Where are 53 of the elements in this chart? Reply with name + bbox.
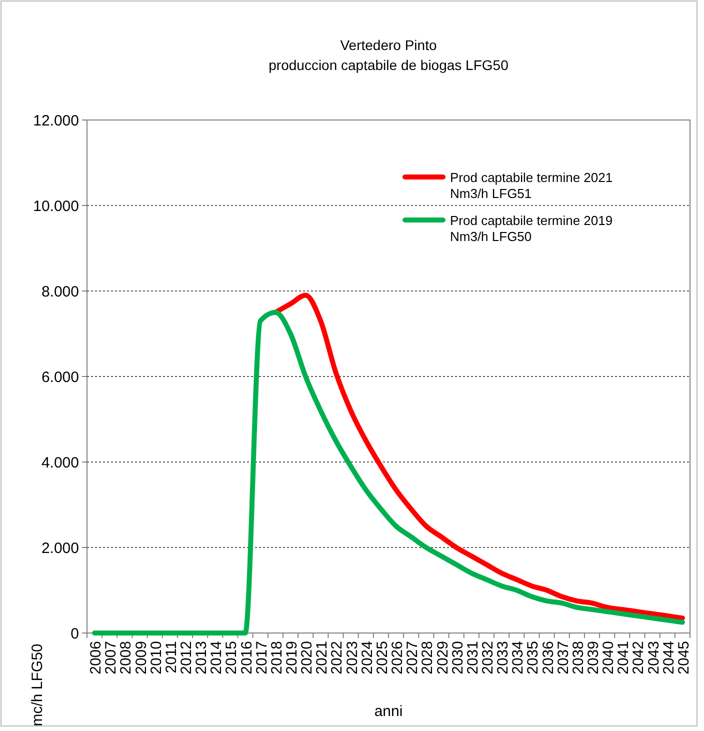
x-tick-label: 2027	[404, 641, 422, 674]
x-tick-label: 2009	[132, 641, 150, 674]
x-tick-label: 2043	[645, 641, 662, 674]
x-tick-label: 2028	[419, 641, 436, 674]
x-tick-label: 2033	[494, 641, 512, 674]
y-tick-label: 4.000	[41, 454, 79, 472]
x-tick-label: 2032	[479, 641, 496, 674]
x-tick-label: 2008	[118, 641, 135, 674]
x-tick-label: 2035	[524, 641, 542, 674]
x-tick-label: 2036	[540, 641, 557, 674]
x-tick-label: 2031	[464, 641, 482, 674]
y-tick-label: 6.000	[41, 368, 79, 386]
y-tick-label: 8.000	[41, 283, 79, 300]
x-tick-label: 2041	[615, 641, 632, 674]
x-tick-label: 2022	[328, 641, 346, 674]
chart-subtitle: produccion captabile de biogas LFG50	[268, 57, 509, 73]
x-tick-label: 2030	[449, 641, 466, 674]
x-tick-label: 2024	[358, 641, 376, 674]
y-tick-label: 2.000	[41, 540, 79, 557]
x-tick-label: 2045	[675, 641, 692, 674]
y-tick-label: 0	[70, 625, 79, 642]
x-tick-label: 2044	[660, 641, 678, 674]
x-tick-label: 2025	[374, 641, 391, 674]
x-tick-label: 2015	[223, 641, 240, 674]
y-axis-title: mc/h LFG50	[29, 644, 46, 726]
x-tick-label: 2016	[238, 641, 256, 674]
x-tick-label: 2021	[314, 641, 331, 674]
x-tick-label: 2029	[434, 641, 452, 674]
x-tick-label: 2012	[178, 641, 195, 674]
x-tick-label: 2011	[162, 641, 180, 674]
y-tick-label: 12.000	[33, 112, 79, 130]
x-tick-label: 2013	[193, 641, 210, 674]
x-tick-label: 2037	[554, 641, 572, 674]
x-tick-label: 2038	[570, 641, 587, 674]
chart-title: Vertedero Pinto	[340, 37, 437, 53]
legend-label: Prod captabile termine 2019 Nm3/h LFG50	[450, 213, 613, 244]
x-tick-label: 2034	[510, 641, 527, 674]
x-axis-title: anni	[374, 703, 403, 720]
x-tick-label: 2026	[389, 641, 406, 674]
x-tick-label: 2020	[298, 641, 316, 674]
x-tick-label: 2018	[268, 641, 286, 674]
x-tick-label: 2006	[88, 641, 105, 674]
x-tick-label: 2007	[102, 641, 120, 674]
x-tick-label: 2017	[253, 641, 270, 674]
x-tick-label: 2014	[208, 641, 226, 674]
x-tick-label: 2019	[284, 641, 301, 674]
y-tick-label: 10.000	[33, 198, 79, 215]
x-tick-label: 2039	[585, 641, 602, 674]
x-tick-label: 2023	[344, 641, 361, 674]
x-tick-label: 2010	[148, 641, 165, 674]
x-tick-label: 2040	[600, 641, 618, 674]
x-tick-label: 2042	[630, 641, 648, 674]
legend-label: Prod captabile termine 2021 Nm3/h LFG51	[450, 170, 613, 201]
